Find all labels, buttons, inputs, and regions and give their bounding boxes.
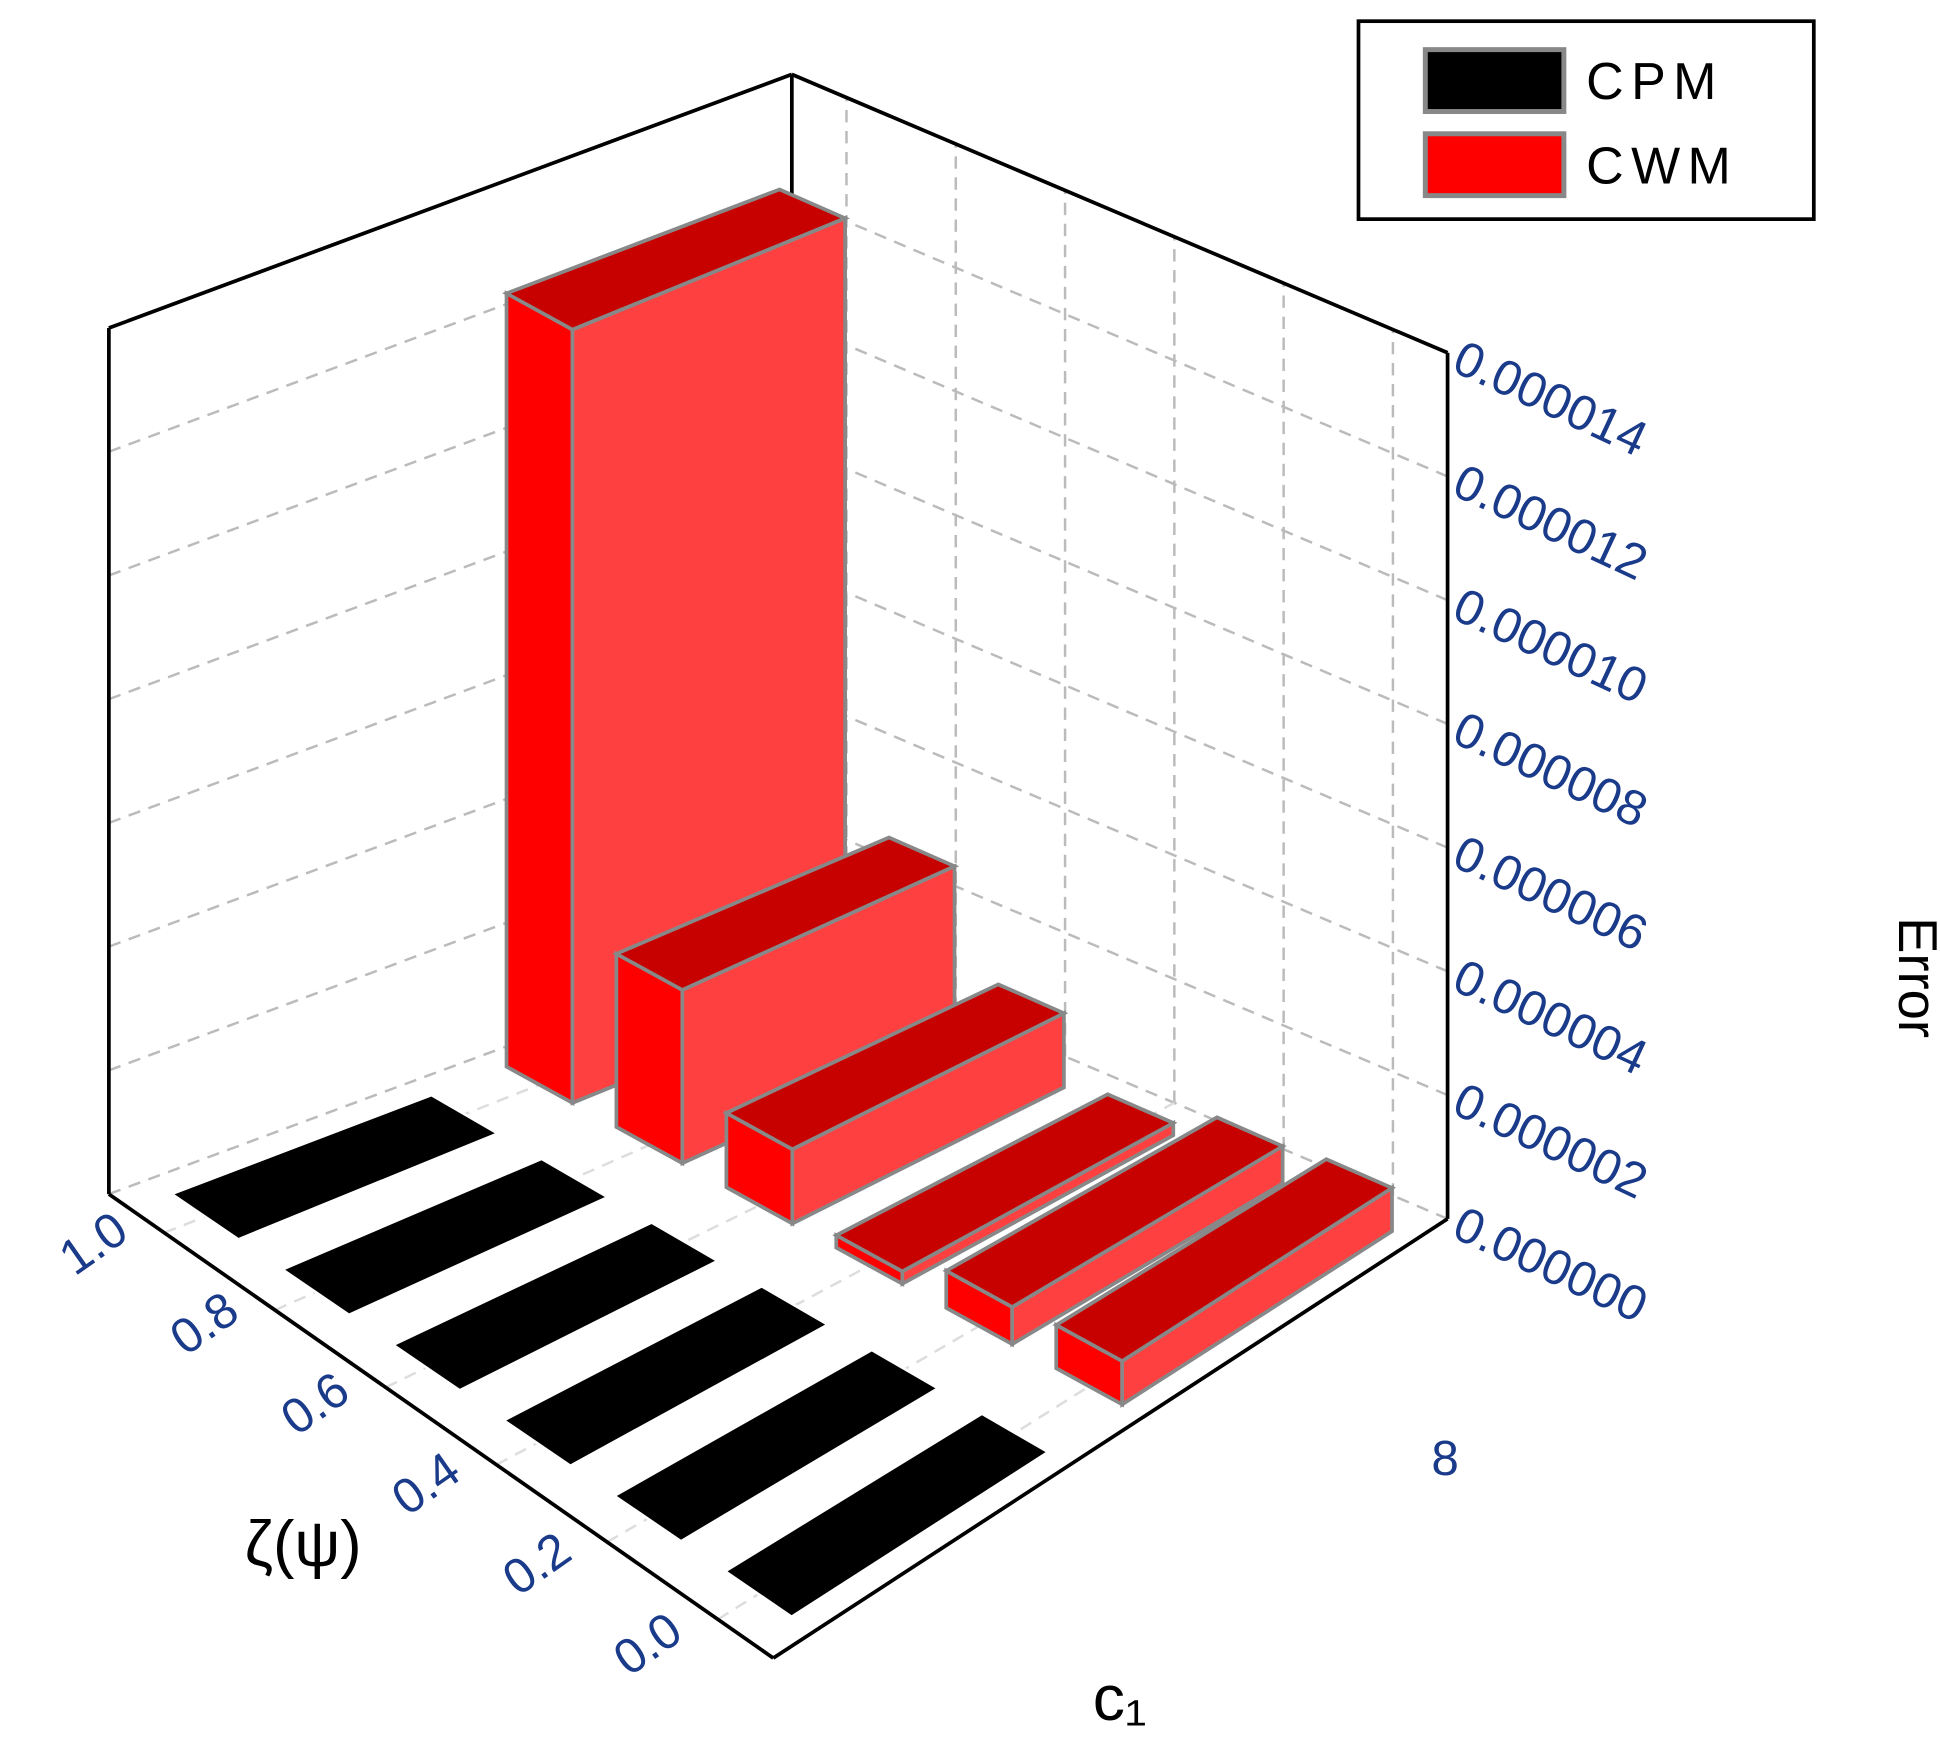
grid-line <box>791 196 1449 478</box>
x-tick-label: 0.0 <box>604 1602 692 1687</box>
bar-top <box>280 1157 611 1317</box>
grid-line <box>108 320 793 577</box>
axis-line <box>108 72 793 330</box>
series-axis-label: c₁ <box>1093 1662 1147 1734</box>
bar-top <box>169 1093 501 1241</box>
y-tick-label: 0.000002 <box>1445 1073 1655 1210</box>
axis-line <box>791 72 1449 355</box>
y-tick-label: 0.000014 <box>1445 330 1655 467</box>
bar-top <box>1052 1157 1396 1364</box>
legend-swatch <box>1422 47 1567 114</box>
grid-line <box>108 444 793 701</box>
frame <box>107 72 1450 1660</box>
bar <box>612 835 960 1167</box>
bars <box>169 187 1396 1619</box>
grid-line <box>108 815 793 1072</box>
bar <box>722 1412 1051 1619</box>
annotation: 8 <box>1431 1431 1459 1486</box>
bar <box>942 1115 1287 1348</box>
x-tick-label: 0.6 <box>271 1361 359 1446</box>
y-tick-label: 0.000010 <box>1445 578 1655 715</box>
axis-line <box>107 1192 775 1660</box>
y-tick-label: 0.000000 <box>1445 1196 1655 1333</box>
y-tick-label: 0.000006 <box>1445 825 1655 962</box>
bar <box>390 1221 721 1392</box>
bar-top <box>722 1412 1051 1619</box>
x-tick-label: 1.0 <box>49 1201 137 1286</box>
bar <box>280 1157 611 1317</box>
bar-top <box>502 187 850 332</box>
y-tick-label: 0.000004 <box>1445 949 1655 1086</box>
x-tick-label: 0.8 <box>160 1281 248 1366</box>
bar <box>722 982 1069 1227</box>
bar-top <box>942 1115 1287 1310</box>
bar <box>832 1092 1178 1287</box>
bar-top <box>722 982 1069 1152</box>
bar-top <box>501 1284 831 1468</box>
bar <box>501 1284 831 1468</box>
bar-top <box>612 1348 941 1543</box>
grid-line <box>108 196 793 453</box>
bar <box>502 187 850 1107</box>
y-axis-label: Error <box>1887 917 1940 1038</box>
grid-line <box>791 568 1449 849</box>
bar-side <box>504 290 575 1107</box>
x-axis-label: ζ(ψ) <box>245 1507 362 1579</box>
bar-top <box>832 1092 1178 1274</box>
legend: CPM CWM <box>1356 19 1816 221</box>
legend-label: CWM <box>1586 137 1738 195</box>
grid-line <box>791 691 1449 973</box>
bar-top <box>612 835 960 993</box>
y-tick-label: 0.000008 <box>1445 701 1655 838</box>
grid-line <box>791 320 1449 602</box>
x-tick-label: 0.2 <box>493 1522 581 1607</box>
legend-swatch <box>1422 131 1567 199</box>
grid-line <box>108 939 793 1196</box>
grid-line <box>108 691 793 948</box>
grid-line <box>791 444 1449 726</box>
bar <box>1052 1157 1396 1408</box>
bar <box>169 1093 501 1241</box>
grid-line <box>108 568 793 825</box>
x-tick-label: 0.4 <box>382 1442 470 1527</box>
legend-label: CPM <box>1586 53 1724 111</box>
bar <box>612 1348 941 1543</box>
axis-line <box>772 1217 1449 1660</box>
bar-top <box>390 1221 721 1392</box>
y-tick-label: 0.000012 <box>1445 454 1655 591</box>
